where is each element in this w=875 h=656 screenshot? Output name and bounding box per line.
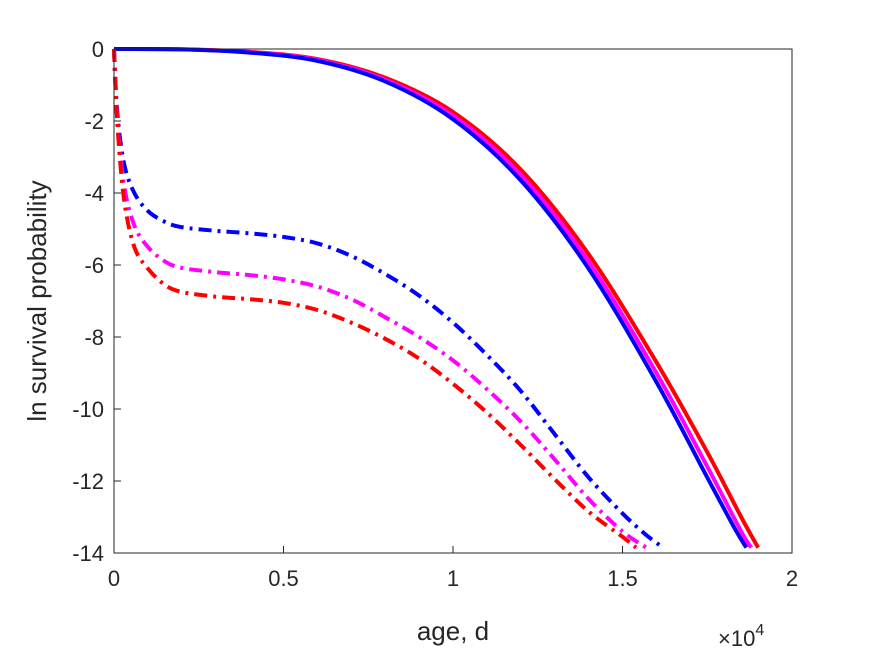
series-line-6 <box>112 48 638 550</box>
y-tick-label: -2 <box>84 109 104 134</box>
series-line-5 <box>112 48 648 550</box>
series-line-3 <box>113 46 748 549</box>
x-axis-label: age, d <box>417 616 489 646</box>
series-layer <box>112 46 760 550</box>
y-axis-label: ln survival probability <box>22 180 52 421</box>
y-tick-label: -6 <box>84 253 104 278</box>
y-tick-label: 0 <box>92 37 104 62</box>
x-tick-label: 2 <box>786 566 798 591</box>
plot-area-background <box>114 49 792 553</box>
tick-layer: 0 0.5 1 1.5 2 0 -2 -4 -6 -8 -10 -12 -14 <box>72 37 798 591</box>
x-tick-label: 0 <box>108 566 120 591</box>
y-tick-label: -8 <box>84 325 104 350</box>
y-tick-label: -12 <box>72 469 104 494</box>
x-axis-multiplier: ×104 <box>718 622 764 651</box>
y-tick-label: -4 <box>84 181 104 206</box>
y-tick-label: -14 <box>72 541 104 566</box>
x-tick-label: 1 <box>447 566 459 591</box>
x-tick-label: 1.5 <box>607 566 638 591</box>
series-line-4 <box>112 48 665 550</box>
x-tick-label: 0.5 <box>268 566 299 591</box>
y-tick-label: -10 <box>72 397 104 422</box>
